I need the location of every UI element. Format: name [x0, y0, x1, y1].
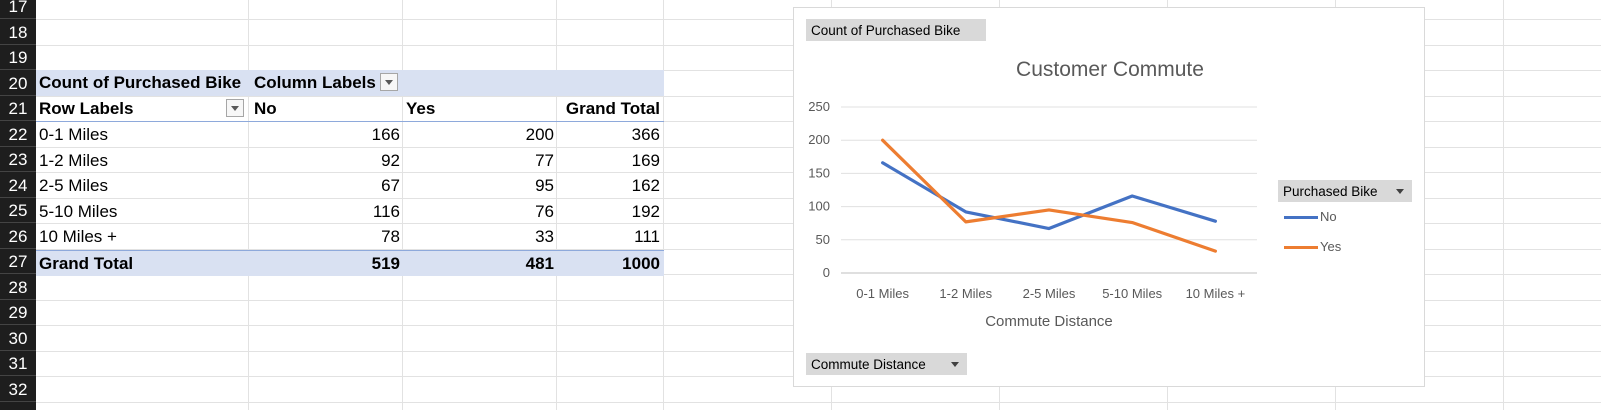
cell-yes[interactable]: 77: [535, 150, 554, 170]
row-number[interactable]: 24: [0, 173, 36, 198]
row-number[interactable]: 27: [0, 249, 36, 274]
cell-total[interactable]: 162: [631, 176, 660, 195]
row-number[interactable]: 21: [0, 96, 36, 121]
row-number[interactable]: 22: [0, 122, 36, 147]
row-number[interactable]: 30: [0, 326, 36, 351]
row-label[interactable]: 5-10 Miles: [39, 201, 118, 221]
legend-label-yes: Yes: [1320, 239, 1342, 254]
column-divider: [248, 0, 249, 410]
legend-label-no: No: [1320, 209, 1337, 224]
y-tick-label: 200: [808, 132, 830, 147]
pivot-subheader-row: Row Labels No Yes Grand Total: [36, 96, 664, 122]
y-tick-label: 0: [823, 265, 830, 280]
column-divider: [556, 0, 557, 410]
y-tick-label: 100: [808, 199, 830, 214]
chart-title[interactable]: Customer Commute: [1016, 58, 1204, 81]
x-tick-label: 0-1 Miles: [856, 286, 909, 301]
x-axis-title[interactable]: Commute Distance: [985, 313, 1113, 330]
grand-total-yes[interactable]: 481: [525, 253, 554, 273]
x-tick-label: 10 Miles +: [1186, 286, 1246, 301]
cell-total[interactable]: 111: [634, 227, 660, 246]
row-number[interactable]: 20: [0, 71, 36, 96]
row-label[interactable]: 1-2 Miles: [39, 150, 108, 170]
cell-yes[interactable]: 200: [525, 125, 554, 144]
row-label[interactable]: 10 Miles +: [39, 227, 117, 246]
x-tick-label: 5-10 Miles: [1102, 286, 1162, 301]
pivot-grand-total-row: Grand Total 519 481 1000: [36, 249, 664, 276]
chart-plot-area[interactable]: 0 50 100 150 200 250 0-1 Miles 1-2 Miles 2-5 Mil…: [794, 8, 1426, 388]
grand-total-no[interactable]: 519: [371, 253, 400, 273]
column-divider: [663, 0, 664, 410]
col-header-yes: Yes: [406, 98, 436, 118]
cell-yes[interactable]: 95: [535, 176, 554, 195]
column-divider: [1503, 0, 1504, 410]
row-number[interactable]: 32: [0, 377, 36, 402]
row-number[interactable]: 29: [0, 300, 36, 325]
pivot-header-row: Count of Purchased Bike Column Labels: [36, 70, 664, 96]
column-divider: [402, 0, 403, 410]
cell-yes[interactable]: 76: [535, 201, 554, 221]
pivot-row-labels[interactable]: Row Labels: [39, 98, 134, 118]
cell-total[interactable]: 169: [631, 150, 660, 170]
chevron-down-icon: [1396, 189, 1404, 194]
series-line-no[interactable]: [880, 161, 1217, 231]
pivot-column-labels[interactable]: Column Labels: [254, 73, 376, 92]
pivot-data-row: 5-10 Miles 116 76 192: [36, 199, 664, 225]
y-tick-label: 50: [816, 232, 830, 247]
legend-swatch-yes: [1284, 246, 1318, 249]
pivot-table[interactable]: Count of Purchased Bike Column Labels Ro…: [36, 70, 664, 276]
pivot-data-row: 0-1 Miles 166 200 366: [36, 122, 664, 148]
y-tick-label: 150: [808, 165, 830, 180]
cell-yes[interactable]: 33: [535, 227, 554, 246]
pivot-value-field-label[interactable]: Count of Purchased Bike: [39, 73, 242, 92]
cell-no[interactable]: 166: [371, 125, 400, 144]
row-number[interactable]: 26: [0, 224, 36, 249]
row-label[interactable]: 2-5 Miles: [39, 176, 108, 195]
value-field-button[interactable]: Count of Purchased Bike: [806, 19, 986, 41]
cell-no[interactable]: 78: [381, 227, 400, 246]
pivot-chart[interactable]: Count of Purchased Bike Customer Commute…: [793, 7, 1425, 387]
cell-no[interactable]: 116: [372, 201, 400, 221]
value-field-button-label: Count of Purchased Bike: [811, 23, 961, 38]
cell-no[interactable]: 67: [381, 176, 400, 195]
row-number[interactable]: 18: [0, 20, 36, 45]
chevron-down-icon: [951, 362, 959, 367]
row-labels-filter-button[interactable]: [226, 98, 244, 117]
x-tick-label: 1-2 Miles: [939, 286, 992, 301]
series-line-yes[interactable]: [880, 138, 1217, 253]
cell-no[interactable]: 92: [381, 150, 400, 170]
pivot-data-row: 1-2 Miles 92 77 169: [36, 148, 664, 174]
axis-field-button[interactable]: Commute Distance: [806, 353, 967, 375]
x-tick-label: 2-5 Miles: [1023, 286, 1076, 301]
grand-total-total[interactable]: 1000: [622, 253, 660, 273]
row-number[interactable]: 19: [0, 45, 36, 70]
row-number[interactable]: 23: [0, 147, 36, 172]
row-number[interactable]: 28: [0, 275, 36, 300]
y-tick-label: 250: [808, 99, 830, 114]
cell-total[interactable]: 366: [631, 125, 660, 144]
grand-total-label[interactable]: Grand Total: [39, 253, 134, 273]
pivot-data-row: 2-5 Miles 67 95 162: [36, 173, 664, 199]
cell-total[interactable]: 192: [631, 201, 660, 221]
row-number[interactable]: 25: [0, 198, 36, 223]
legend-swatch-no: [1284, 216, 1318, 219]
row-divider: [36, 401, 1601, 403]
axis-field-button-label: Commute Distance: [811, 357, 926, 372]
col-header-no: No: [254, 98, 277, 118]
pivot-data-row: 10 Miles + 78 33 111: [36, 224, 664, 250]
row-header-strip: 17 18 19 20 21 22 23 24 25 26 27 28 29 30 31 32: [0, 0, 36, 410]
col-header-grand-total: Grand Total: [565, 98, 660, 118]
row-label[interactable]: 0-1 Miles: [39, 125, 108, 144]
column-labels-filter-button[interactable]: [380, 73, 398, 91]
legend-field-button[interactable]: Purchased Bike: [1278, 180, 1412, 202]
row-number[interactable]: 31: [0, 351, 36, 376]
legend-field-button-label: Purchased Bike: [1283, 184, 1378, 199]
row-number[interactable]: 17: [0, 0, 36, 19]
